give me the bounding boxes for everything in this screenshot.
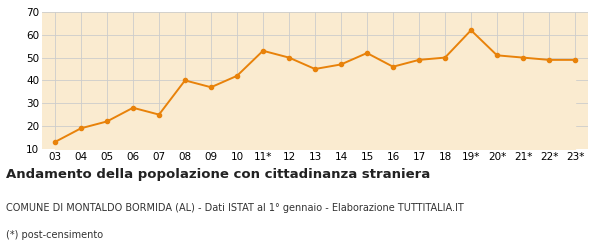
Text: (*) post-censimento: (*) post-censimento: [6, 230, 103, 240]
Text: COMUNE DI MONTALDO BORMIDA (AL) - Dati ISTAT al 1° gennaio - Elaborazione TUTTIT: COMUNE DI MONTALDO BORMIDA (AL) - Dati I…: [6, 203, 464, 213]
Text: Andamento della popolazione con cittadinanza straniera: Andamento della popolazione con cittadin…: [6, 168, 430, 181]
